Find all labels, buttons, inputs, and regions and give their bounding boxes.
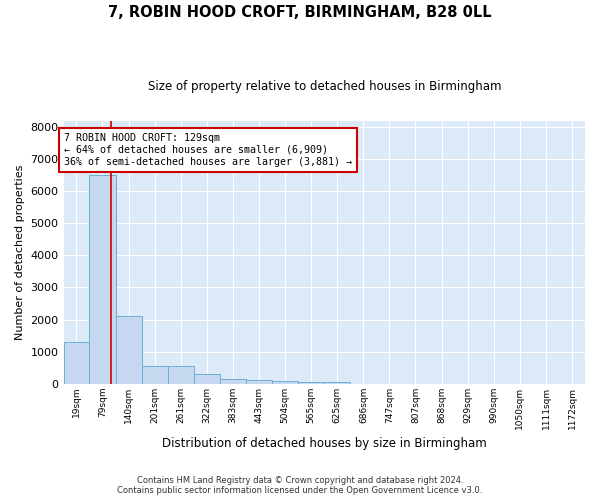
Title: Size of property relative to detached houses in Birmingham: Size of property relative to detached ho… xyxy=(148,80,501,93)
Bar xyxy=(246,380,272,384)
Bar xyxy=(142,366,167,384)
Bar xyxy=(116,316,142,384)
Y-axis label: Number of detached properties: Number of detached properties xyxy=(15,164,25,340)
Bar xyxy=(298,382,324,384)
Bar xyxy=(89,175,116,384)
Bar xyxy=(272,381,298,384)
Text: Contains HM Land Registry data © Crown copyright and database right 2024.
Contai: Contains HM Land Registry data © Crown c… xyxy=(118,476,482,495)
Bar xyxy=(194,374,220,384)
Bar xyxy=(64,342,89,384)
Text: 7 ROBIN HOOD CROFT: 129sqm
← 64% of detached houses are smaller (6,909)
36% of s: 7 ROBIN HOOD CROFT: 129sqm ← 64% of deta… xyxy=(64,134,352,166)
Text: 7, ROBIN HOOD CROFT, BIRMINGHAM, B28 0LL: 7, ROBIN HOOD CROFT, BIRMINGHAM, B28 0LL xyxy=(108,5,492,20)
Bar xyxy=(167,366,194,384)
X-axis label: Distribution of detached houses by size in Birmingham: Distribution of detached houses by size … xyxy=(162,437,487,450)
Bar xyxy=(220,379,246,384)
Bar xyxy=(324,382,350,384)
